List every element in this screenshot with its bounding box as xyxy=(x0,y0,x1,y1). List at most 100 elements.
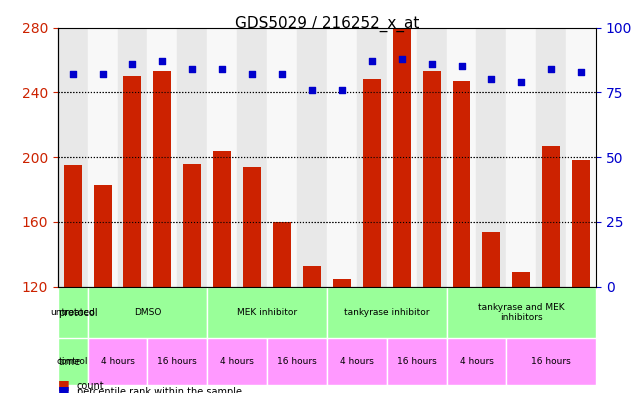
Point xyxy=(337,86,347,93)
Bar xyxy=(506,28,537,286)
Point xyxy=(97,71,108,77)
Point xyxy=(516,79,526,85)
Bar xyxy=(94,185,112,286)
Bar xyxy=(207,28,237,286)
Bar xyxy=(243,167,261,286)
Bar xyxy=(147,28,178,286)
Bar xyxy=(213,151,231,286)
Bar xyxy=(213,151,231,286)
Bar xyxy=(447,338,506,385)
Bar xyxy=(63,165,81,286)
Point xyxy=(397,55,407,62)
Text: 4 hours: 4 hours xyxy=(221,357,254,366)
Bar xyxy=(572,160,590,286)
Text: protocol: protocol xyxy=(58,308,98,318)
Bar xyxy=(303,266,321,286)
Bar xyxy=(333,279,351,286)
Bar xyxy=(267,28,297,286)
Bar xyxy=(117,28,147,286)
Bar xyxy=(483,231,501,286)
Point xyxy=(576,68,587,75)
Bar xyxy=(207,286,327,338)
Text: MEK inhibitor: MEK inhibitor xyxy=(237,308,297,317)
Text: time: time xyxy=(58,357,80,367)
Bar xyxy=(88,338,147,385)
Bar xyxy=(357,28,387,286)
Bar xyxy=(147,338,207,385)
Point xyxy=(277,71,287,77)
Bar xyxy=(207,338,267,385)
Bar xyxy=(124,76,142,286)
Bar xyxy=(453,81,470,286)
Text: 4 hours: 4 hours xyxy=(101,357,135,366)
Point xyxy=(546,66,556,72)
Bar xyxy=(297,28,327,286)
Bar xyxy=(153,71,171,286)
Bar xyxy=(393,28,411,286)
Bar xyxy=(237,28,267,286)
Bar xyxy=(542,146,560,286)
Bar xyxy=(476,28,506,286)
Bar xyxy=(94,185,112,286)
Bar xyxy=(58,286,88,338)
Text: count: count xyxy=(77,381,104,391)
Text: percentile rank within the sample: percentile rank within the sample xyxy=(77,387,242,393)
Bar xyxy=(447,286,596,338)
Point xyxy=(217,66,228,72)
Bar xyxy=(267,338,327,385)
Text: 16 hours: 16 hours xyxy=(397,357,437,366)
Text: untreated: untreated xyxy=(50,308,95,317)
Bar xyxy=(393,28,411,286)
Bar xyxy=(303,266,321,286)
Bar xyxy=(88,286,207,338)
Text: tankyrase inhibitor: tankyrase inhibitor xyxy=(344,308,429,317)
Text: GDS5029 / 216252_x_at: GDS5029 / 216252_x_at xyxy=(235,16,419,32)
Point xyxy=(487,76,497,83)
Bar xyxy=(124,76,142,286)
Bar xyxy=(542,146,560,286)
Bar xyxy=(327,286,447,338)
Text: 16 hours: 16 hours xyxy=(158,357,197,366)
Bar xyxy=(183,163,201,286)
Point xyxy=(157,58,167,64)
Text: 4 hours: 4 hours xyxy=(460,357,494,366)
Bar xyxy=(506,338,596,385)
Bar xyxy=(58,338,88,385)
Bar xyxy=(273,222,291,286)
Point xyxy=(67,71,78,77)
Text: 16 hours: 16 hours xyxy=(531,357,571,366)
Point xyxy=(247,71,257,77)
Bar xyxy=(178,28,207,286)
Point xyxy=(456,63,467,70)
Bar xyxy=(512,272,530,286)
Bar xyxy=(566,28,596,286)
Point xyxy=(187,66,197,72)
Bar xyxy=(88,28,117,286)
Bar xyxy=(153,71,171,286)
Bar xyxy=(512,272,530,286)
Point xyxy=(426,61,437,67)
Text: 16 hours: 16 hours xyxy=(277,357,317,366)
Bar xyxy=(387,338,447,385)
Bar xyxy=(363,79,381,286)
Bar xyxy=(422,71,440,286)
Text: DMSO: DMSO xyxy=(134,308,161,317)
Point xyxy=(367,58,377,64)
Point xyxy=(128,61,138,67)
Bar xyxy=(453,81,470,286)
Bar xyxy=(387,28,417,286)
Text: control: control xyxy=(57,357,88,366)
Bar xyxy=(537,28,566,286)
Text: ■: ■ xyxy=(58,378,69,391)
Bar xyxy=(273,222,291,286)
Text: 4 hours: 4 hours xyxy=(340,357,374,366)
Bar xyxy=(58,28,88,286)
Bar xyxy=(363,79,381,286)
Bar xyxy=(447,28,476,286)
Bar xyxy=(572,160,590,286)
Bar xyxy=(63,165,81,286)
Bar xyxy=(183,163,201,286)
Bar xyxy=(327,338,387,385)
Text: ■: ■ xyxy=(58,384,69,393)
Bar xyxy=(327,28,357,286)
